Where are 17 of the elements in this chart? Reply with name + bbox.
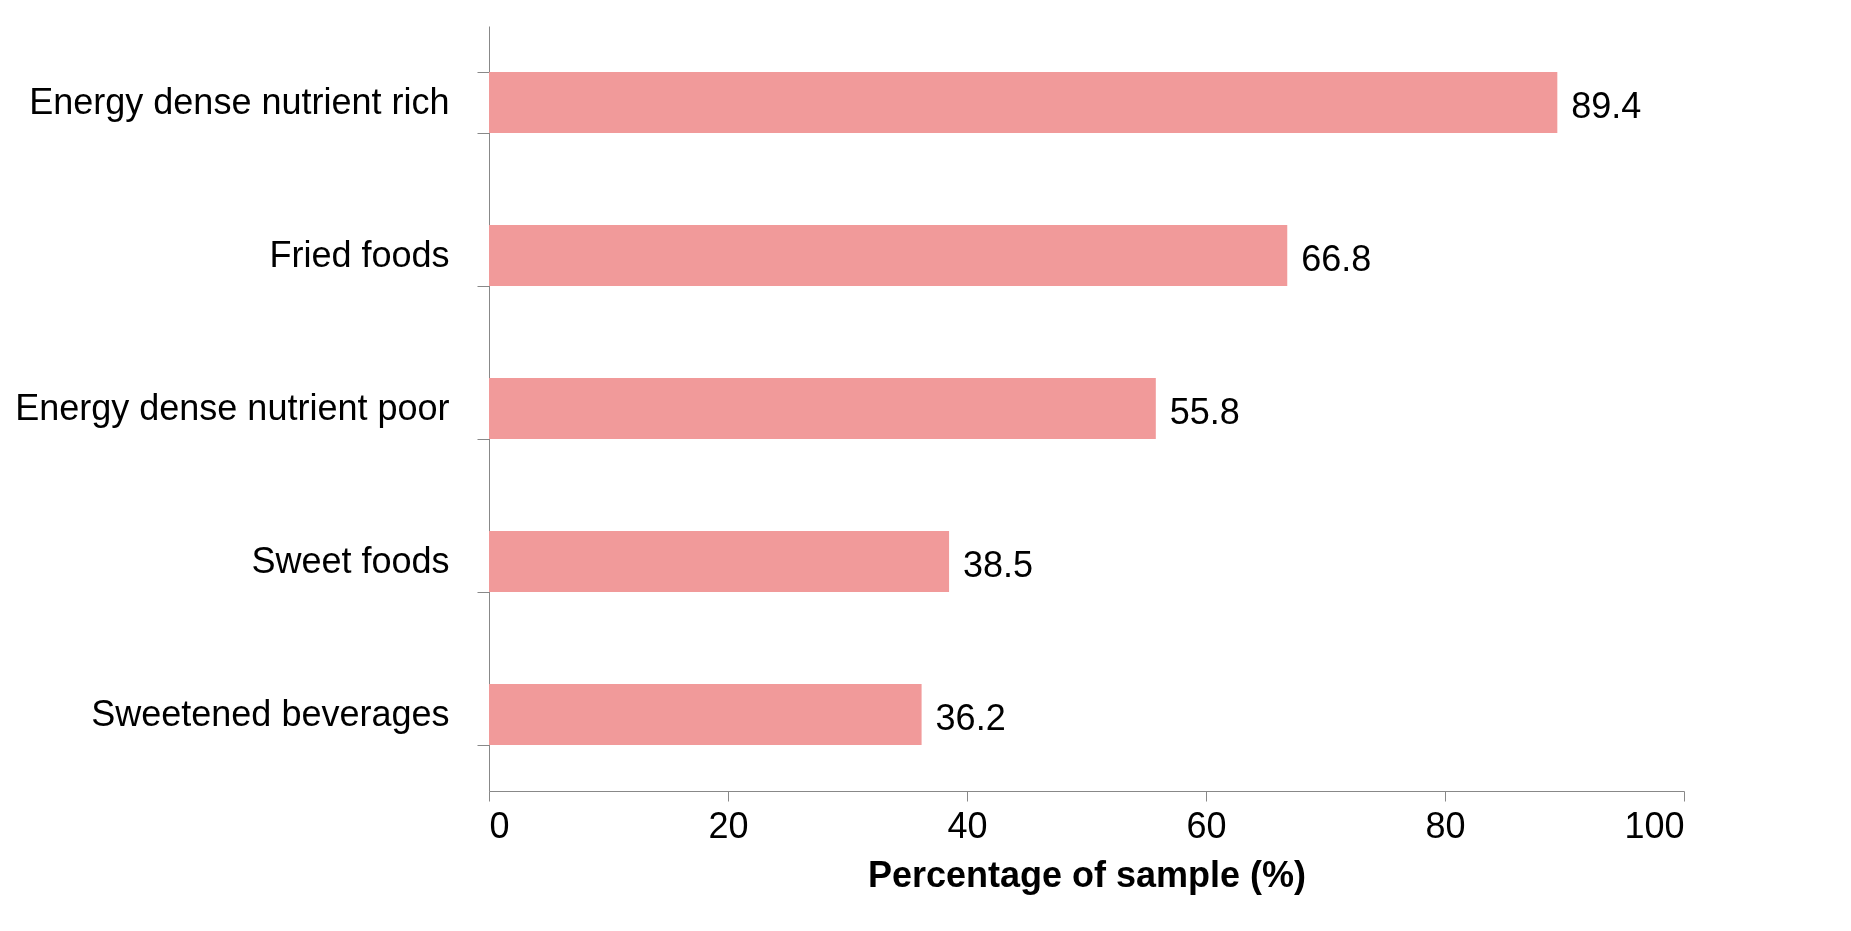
data-label: 36.2 [935, 696, 1006, 738]
x-tick-label: 20 [708, 804, 749, 846]
data-label: 66.8 [1301, 237, 1372, 279]
x-tick-label: 40 [947, 804, 988, 846]
x-tick-label: 80 [1425, 804, 1466, 846]
data-label: 38.5 [963, 543, 1034, 585]
y-tick-label: Sweet foods [251, 540, 450, 581]
y-tick-label: Energy dense nutrient rich [29, 81, 450, 122]
x-tick-label: 60 [1186, 804, 1227, 846]
x-tick-label: 100 [1624, 804, 1685, 846]
x-tick-label: 0 [489, 804, 510, 846]
x-axis-title: Percentage of sample (%) [867, 853, 1307, 895]
data-label: 55.8 [1169, 390, 1240, 432]
y-tick-label: Energy dense nutrient poor [15, 387, 450, 428]
y-tick-label: Sweetened beverages [91, 693, 450, 734]
y-tick-label: Fried foods [269, 234, 450, 275]
data-label: 89.4 [1571, 84, 1642, 126]
